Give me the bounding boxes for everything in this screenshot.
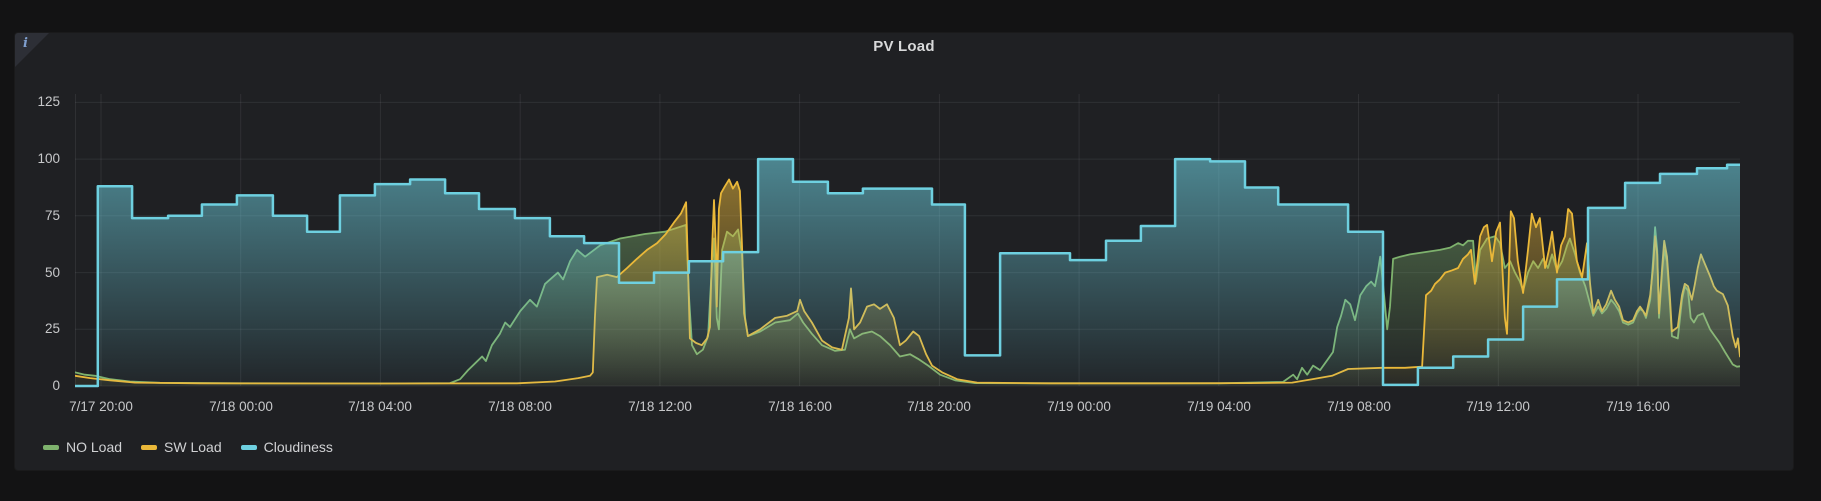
x-tick-label: 7/17 20:00 — [69, 399, 133, 414]
legend-swatch — [43, 444, 59, 450]
x-tick-label: 7/18 00:00 — [209, 399, 273, 414]
panel-title[interactable]: PV Load — [873, 38, 935, 55]
y-tick-label: 75 — [44, 208, 60, 223]
legend-item-no-load[interactable]: NO Load — [43, 439, 122, 455]
y-tick-label: 0 — [52, 378, 60, 393]
panel-info-corner[interactable] — [15, 33, 49, 67]
x-tick-label: 7/19 04:00 — [1187, 399, 1251, 414]
x-tick-label: 7/18 12:00 — [628, 399, 692, 414]
legend-swatch — [141, 444, 158, 450]
x-tick-label: 7/18 16:00 — [768, 399, 832, 414]
legend-label: SW Load — [164, 439, 222, 455]
y-tick-label: 25 — [44, 321, 60, 336]
x-tick-label: 7/18 08:00 — [488, 399, 552, 414]
x-tick-label: 7/18 04:00 — [348, 399, 412, 414]
legend-swatch — [240, 444, 257, 450]
legend: NO Load SW Load Cloudiness — [43, 439, 333, 455]
chart-canvas[interactable] — [75, 90, 1740, 392]
legend-item-cloudiness[interactable]: Cloudiness — [240, 439, 333, 455]
x-tick-label: 7/19 00:00 — [1047, 399, 1111, 414]
legend-label: NO Load — [66, 439, 123, 455]
info-icon: i — [23, 36, 28, 51]
series-fill-cloudiness — [75, 159, 1740, 386]
x-tick-label: 7/19 16:00 — [1606, 399, 1670, 414]
series-line-cloudiness — [75, 157, 1740, 388]
legend-label: Cloudiness — [263, 439, 333, 455]
y-tick-label: 100 — [37, 151, 60, 166]
y-tick-label: 125 — [37, 94, 60, 109]
legend-item-sw-load[interactable]: SW Load — [141, 439, 222, 455]
x-tick-label: 7/19 12:00 — [1466, 399, 1530, 414]
x-tick-label: 7/19 08:00 — [1327, 399, 1391, 414]
y-tick-label: 50 — [44, 265, 60, 280]
panel-pv-load: i PV Load 0 25 50 75 100 125 7/17 20:00 7/18 0… — [15, 33, 1793, 470]
x-tick-label: 7/18 20:00 — [907, 399, 971, 414]
